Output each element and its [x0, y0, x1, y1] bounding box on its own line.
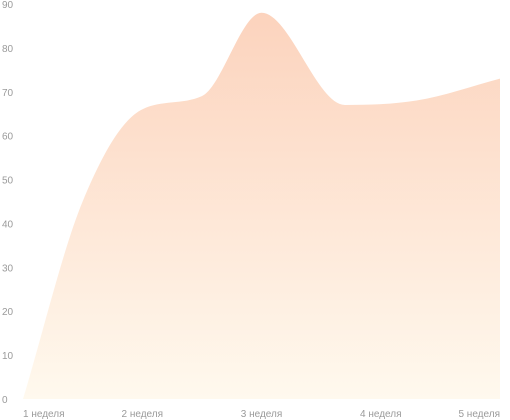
y-tick-label: 20 [2, 307, 14, 318]
y-tick-label: 10 [2, 351, 14, 362]
x-tick-label: 4 неделя [360, 409, 402, 420]
y-tick-label: 40 [2, 219, 14, 230]
series-area [23, 12, 500, 400]
x-tick-label: 5 неделя [458, 409, 500, 420]
y-tick-label: 30 [2, 263, 14, 274]
y-axis: 0 10 20 30 40 50 60 70 80 90 [2, 0, 14, 406]
x-axis: 1 неделя 2 неделя 3 неделя 4 неделя 5 неделя [23, 409, 500, 420]
y-tick-label: 50 [2, 176, 14, 187]
y-tick-label: 80 [2, 44, 14, 55]
y-tick-label: 70 [2, 88, 14, 99]
x-tick-label: 3 неделя [241, 409, 283, 420]
y-tick-label: 60 [2, 132, 14, 143]
y-tick-label: 0 [2, 395, 8, 406]
x-tick-label: 1 неделя [23, 409, 65, 420]
y-tick-label: 90 [2, 0, 14, 11]
x-tick-label: 2 неделя [121, 409, 163, 420]
